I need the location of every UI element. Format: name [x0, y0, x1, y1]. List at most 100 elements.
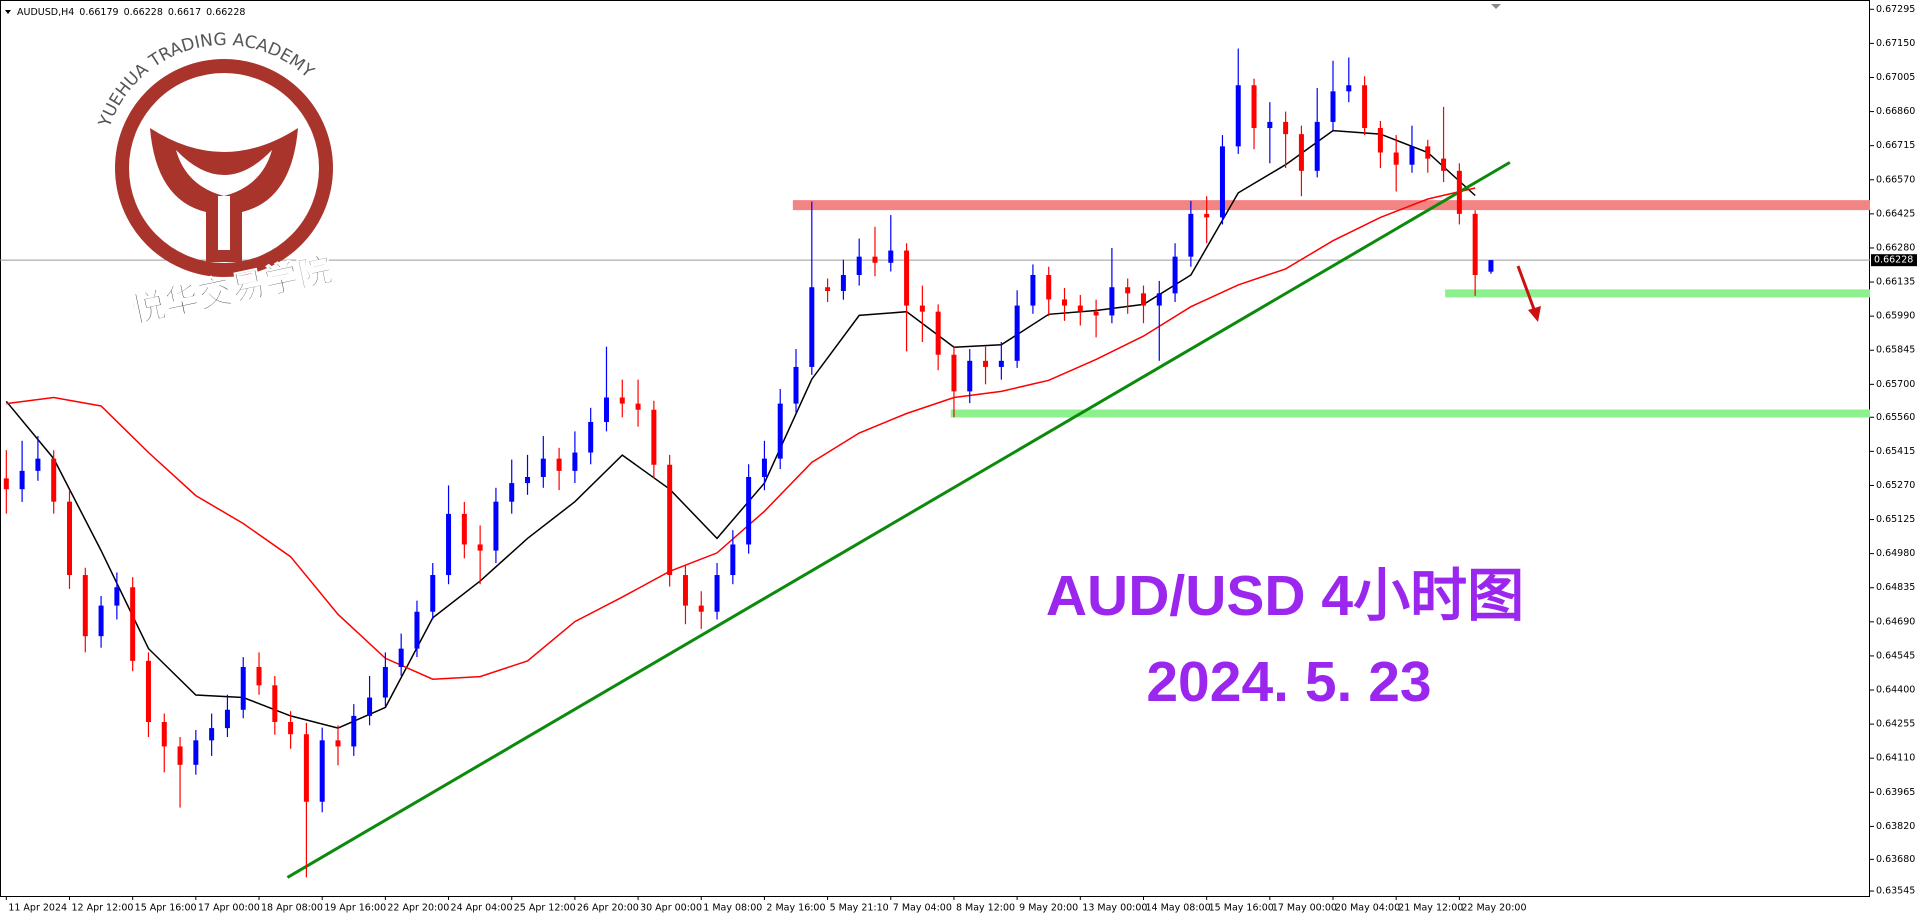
- candle-body: [1283, 121, 1289, 135]
- candle-body: [193, 740, 199, 765]
- y-tick-label: 0.66570: [1876, 174, 1915, 185]
- candle-body: [303, 734, 309, 802]
- y-tick-label: 0.65990: [1876, 311, 1915, 322]
- y-tick-label: 0.65700: [1876, 379, 1915, 390]
- candle-body: [319, 740, 325, 802]
- y-tick-label: 0.65125: [1876, 514, 1915, 525]
- y-tick-label: 0.64690: [1876, 616, 1915, 627]
- candle-body: [130, 587, 136, 661]
- candle-body: [777, 403, 783, 459]
- candle-body: [351, 715, 357, 747]
- annotation-date: 2024. 5. 23: [1146, 650, 1431, 714]
- current-price-box: [1871, 254, 1917, 267]
- candle-body: [746, 476, 752, 545]
- candle-body: [667, 464, 673, 576]
- candle-body: [1472, 213, 1478, 275]
- candle-body: [1077, 305, 1083, 312]
- x-tick-label: 8 May 12:00: [956, 903, 1015, 914]
- candle-body: [256, 666, 262, 686]
- candle-body: [682, 575, 688, 606]
- candle-body: [1156, 293, 1162, 306]
- candle-body: [1377, 128, 1383, 153]
- candle-body: [66, 501, 72, 576]
- plot-frame: [0, 0, 1870, 897]
- candle-body: [730, 544, 736, 576]
- y-tick-label: 0.64400: [1876, 685, 1915, 696]
- header-value: 0.66228: [206, 7, 245, 18]
- candle-body: [414, 611, 420, 649]
- candle-body: [983, 360, 989, 367]
- candle-body: [35, 458, 41, 471]
- candle-body: [840, 274, 846, 291]
- x-tick-label: 26 Apr 20:00: [577, 903, 639, 914]
- candle-body: [1314, 121, 1320, 171]
- candle-body: [1093, 311, 1099, 316]
- candle-body: [809, 287, 815, 367]
- candle-body: [1441, 158, 1447, 171]
- current-price-label: 0.66228: [1874, 255, 1913, 266]
- moving-average: [5, 129, 1476, 729]
- arrow-head: [1528, 306, 1541, 322]
- candle-body: [1251, 85, 1257, 129]
- y-tick-label: 0.64110: [1876, 753, 1915, 764]
- scroll-marker: [1491, 4, 1501, 9]
- candle-body: [272, 685, 278, 722]
- y-tick-label: 0.67005: [1876, 72, 1915, 83]
- y-tick-label: 0.64545: [1876, 650, 1915, 661]
- candle-body: [651, 409, 657, 465]
- candle-body: [698, 605, 704, 612]
- trendline: [286, 161, 1511, 879]
- candle-body: [635, 403, 641, 410]
- candle-body: [1456, 170, 1462, 214]
- candle-body: [509, 483, 515, 502]
- x-tick-label: 25 Apr 12:00: [514, 903, 576, 914]
- candle-body: [761, 458, 767, 477]
- candle-body: [556, 458, 562, 471]
- candle-body: [288, 721, 294, 735]
- candle-body: [19, 470, 25, 490]
- y-tick-label: 0.66280: [1876, 242, 1915, 253]
- x-tick-label: 13 May 00:00: [1082, 903, 1147, 914]
- x-tick-label: 30 Apr 00:00: [640, 903, 702, 914]
- candle-body: [951, 354, 957, 392]
- candle-body: [1346, 85, 1352, 92]
- candle-body: [793, 366, 799, 404]
- y-tick-label: 0.63820: [1876, 821, 1915, 832]
- y-tick-label: 0.63965: [1876, 787, 1915, 798]
- candle-body: [525, 476, 531, 484]
- header-value: 0.66228: [124, 7, 163, 18]
- x-tick-label: 15 May 16:00: [1209, 903, 1274, 914]
- y-tick-label: 0.63545: [1876, 886, 1915, 897]
- candle-body: [1014, 305, 1020, 361]
- candle-body: [888, 250, 894, 263]
- x-tick-label: 14 May 08:00: [1145, 903, 1210, 914]
- candle-body: [935, 311, 941, 355]
- x-tick-label: 24 Apr 04:00: [451, 903, 513, 914]
- x-tick-label: 21 May 12:00: [1398, 903, 1463, 914]
- candle-body: [430, 575, 436, 612]
- candle-body: [1393, 152, 1399, 165]
- x-tick-label: 2 May 16:00: [766, 903, 825, 914]
- candle-body: [1362, 85, 1368, 129]
- x-tick-label: 22 Apr 20:00: [387, 903, 449, 914]
- plot: [0, 48, 1870, 879]
- candle-body: [461, 513, 467, 545]
- candle-body: [904, 250, 910, 306]
- candle-body: [540, 458, 546, 477]
- candle-body: [588, 421, 594, 453]
- candle-body: [1235, 85, 1241, 147]
- y-tick-label: 0.66135: [1876, 277, 1915, 288]
- candle-body: [714, 575, 720, 612]
- candle-body: [367, 697, 373, 716]
- candle-body: [1409, 146, 1415, 165]
- moving-average: [6, 187, 1476, 680]
- menu-triangle: [5, 10, 11, 14]
- candle-body: [1488, 260, 1494, 272]
- y-tick-label: 0.67150: [1876, 38, 1915, 49]
- candle-body: [1062, 299, 1068, 306]
- candle-body: [1204, 213, 1210, 218]
- y-tick-label: 0.66425: [1876, 208, 1915, 219]
- x-tick-label: 12 Apr 12:00: [71, 903, 133, 914]
- header-value: AUDUSD,H4: [17, 7, 74, 18]
- y-tick-label: 0.67295: [1876, 4, 1915, 15]
